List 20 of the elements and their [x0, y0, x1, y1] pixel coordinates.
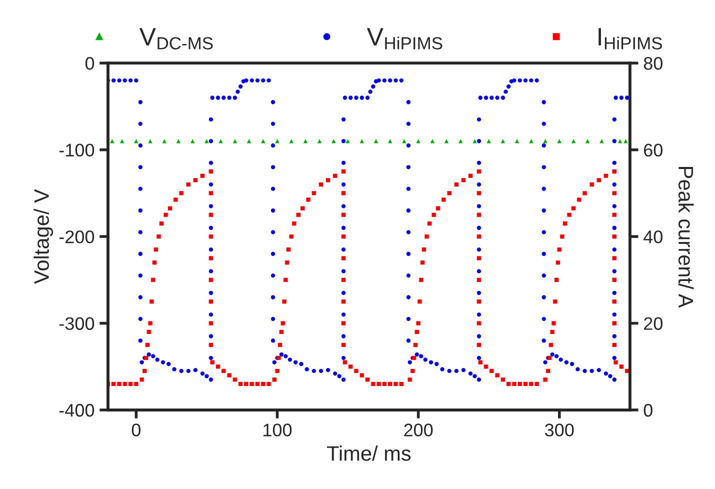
y-tick-label: -400 [59, 404, 94, 417]
x-tick-label: 100 [264, 424, 292, 436]
y2-tick-label: 0 [644, 404, 652, 417]
y-tick-label: -100 [59, 144, 94, 157]
y2-tick-label: 80 [644, 57, 662, 70]
x-tick-label: 0 [132, 424, 140, 436]
legend-label: I$_{HiPIMS}$ [598, 28, 662, 50]
y-tick-label: 0 [85, 57, 94, 70]
y2-tick-label: 40 [644, 230, 662, 244]
x-tick-label: 200 [404, 424, 433, 436]
y-tick-label: -300 [59, 317, 94, 330]
x-tick-label: 300 [545, 424, 574, 436]
y-tick-label: -200 [59, 230, 94, 244]
legend-label: V$_{HiPIMS}$ [366, 28, 442, 50]
y2-tick-label: 60 [644, 144, 662, 157]
y2-tick-label: 20 [644, 317, 662, 330]
x-axis-title: Time/ ms [326, 446, 411, 461]
legend-label: V$_{DC-MS}$ [139, 28, 213, 50]
y2-axis-title: Peak current/ A [678, 167, 694, 308]
y-axis-title: Voltage/ V [34, 189, 54, 284]
